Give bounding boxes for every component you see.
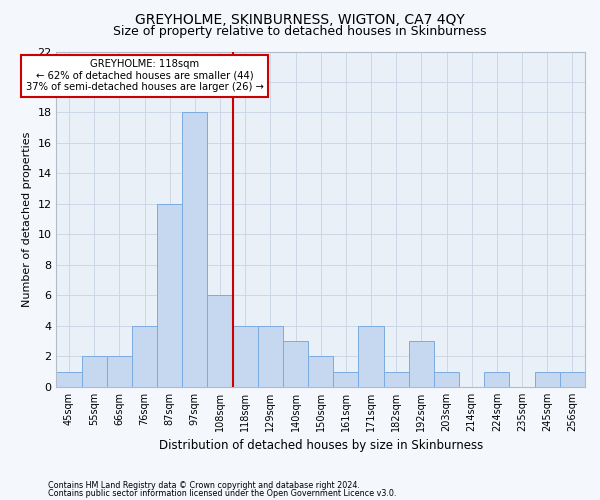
Bar	[334, 372, 358, 387]
Bar	[383, 372, 409, 387]
Text: GREYHOLME: 118sqm
← 62% of detached houses are smaller (44)
37% of semi-detached: GREYHOLME: 118sqm ← 62% of detached hous…	[26, 59, 263, 92]
Bar	[157, 204, 182, 387]
Bar	[409, 341, 434, 387]
X-axis label: Distribution of detached houses by size in Skinburness: Distribution of detached houses by size …	[158, 440, 483, 452]
Text: Contains public sector information licensed under the Open Government Licence v3: Contains public sector information licen…	[48, 490, 397, 498]
Bar	[434, 372, 459, 387]
Bar	[308, 356, 334, 387]
Text: Size of property relative to detached houses in Skinburness: Size of property relative to detached ho…	[113, 25, 487, 38]
Y-axis label: Number of detached properties: Number of detached properties	[22, 132, 32, 307]
Bar	[535, 372, 560, 387]
Bar	[283, 341, 308, 387]
Bar	[208, 296, 233, 387]
Bar	[233, 326, 258, 387]
Bar	[258, 326, 283, 387]
Bar	[132, 326, 157, 387]
Bar	[182, 112, 208, 387]
Bar	[107, 356, 132, 387]
Bar	[560, 372, 585, 387]
Bar	[484, 372, 509, 387]
Text: GREYHOLME, SKINBURNESS, WIGTON, CA7 4QY: GREYHOLME, SKINBURNESS, WIGTON, CA7 4QY	[135, 12, 465, 26]
Text: Contains HM Land Registry data © Crown copyright and database right 2024.: Contains HM Land Registry data © Crown c…	[48, 481, 360, 490]
Bar	[56, 372, 82, 387]
Bar	[358, 326, 383, 387]
Bar	[82, 356, 107, 387]
